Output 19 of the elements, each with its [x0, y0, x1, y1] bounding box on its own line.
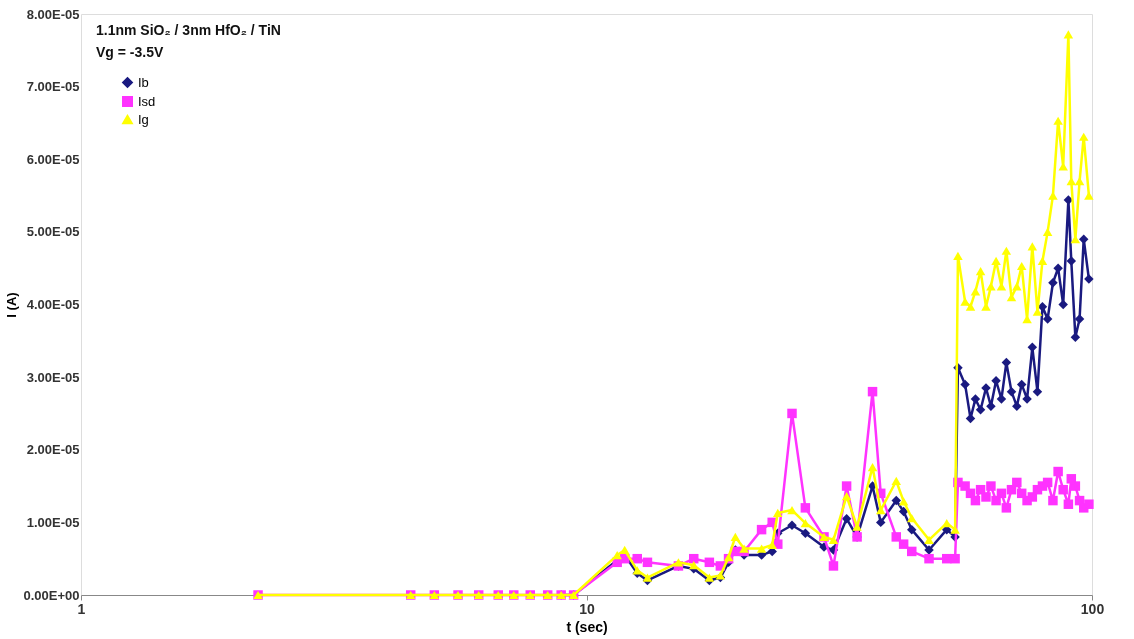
legend-label: Ig: [138, 111, 149, 127]
y-axis-title: I (A): [4, 292, 20, 318]
y-tick-label: 5.00E-05: [26, 224, 80, 240]
legend-label: Ib: [138, 74, 149, 90]
y-tick-label: 3.00E-05: [26, 369, 80, 385]
x-axis-title: t (sec): [566, 618, 608, 635]
x-tick-label: 100: [1080, 600, 1105, 617]
y-tick-label: 6.00E-05: [26, 151, 80, 167]
annotation: 1.1nm SiO₂ / 3nm HfO₂ / TiN: [96, 22, 281, 38]
y-tick-label: 4.00E-05: [26, 297, 80, 312]
y-tick-label: 2.00E-05: [26, 442, 80, 458]
annotation: Vg = -3.5V: [96, 44, 164, 60]
legend-label: Isd: [138, 93, 156, 109]
y-tick-label: 8.00E-05: [26, 6, 80, 22]
y-tick-label: 0.00E+00: [23, 587, 80, 603]
x-tick-label: 1: [77, 600, 86, 617]
y-tick-label: 1.00E-05: [26, 514, 80, 530]
x-tick-label: 10: [579, 600, 595, 617]
y-tick-label: 7.00E-05: [26, 79, 80, 95]
